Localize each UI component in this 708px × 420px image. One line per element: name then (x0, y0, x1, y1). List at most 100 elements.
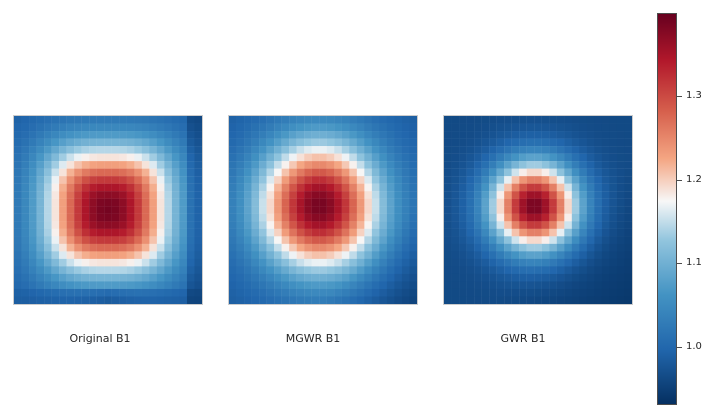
heatmap-cell (96, 266, 105, 275)
heatmap-cell (259, 273, 267, 282)
heatmap-cell (511, 206, 520, 214)
heatmap-cell (36, 191, 45, 199)
heatmap-cell (179, 296, 188, 304)
heatmap-cell (334, 123, 342, 132)
heatmap-cell (296, 243, 305, 252)
heatmap-cell (356, 213, 365, 222)
heatmap-cell (534, 266, 542, 275)
heatmap-cell (89, 168, 97, 177)
heatmap-cell (74, 251, 82, 260)
heatmap-cell (14, 183, 22, 192)
heatmap-cell (371, 183, 380, 192)
heatmap-cell (356, 228, 365, 237)
heatmap-cell (481, 131, 490, 139)
heatmap-cell (229, 221, 237, 229)
panel-title-original-b1: Original B1 (69, 332, 131, 345)
heatmap-cell (171, 288, 180, 297)
heatmap-cell (244, 258, 252, 267)
heatmap-cell (164, 266, 173, 275)
heatmap-cell (89, 191, 97, 199)
heatmap-cell (356, 153, 365, 162)
heatmap-cell (356, 296, 365, 304)
heatmap-cell (274, 281, 282, 290)
heatmap-cell (289, 168, 297, 177)
heatmap-cell (474, 273, 482, 282)
heatmap-cell (459, 191, 467, 199)
heatmap-cell (229, 146, 237, 154)
heatmap-cell (519, 123, 527, 132)
heatmap-cell (194, 198, 202, 207)
heatmap-cell (594, 168, 603, 177)
heatmap-cell (526, 273, 535, 282)
heatmap-cell (141, 138, 150, 147)
heatmap-cell (624, 258, 632, 267)
heatmap-cell (504, 281, 512, 290)
heatmap-cell (496, 221, 505, 229)
heatmap-cell (29, 161, 37, 169)
heatmap-cell (36, 168, 45, 177)
heatmap-cell (274, 138, 282, 147)
heatmap-cell (519, 243, 527, 252)
heatmap-cell (194, 138, 202, 147)
heatmap-cell (236, 206, 245, 214)
heatmap-cell (266, 206, 275, 214)
heatmap-cell (444, 258, 452, 267)
heatmap-cell (371, 116, 380, 124)
heatmap-cell (489, 176, 497, 184)
heatmap-cell (304, 281, 312, 290)
heatmap-cell (281, 138, 290, 147)
heatmap-cell (459, 296, 467, 304)
heatmap-cell (156, 206, 165, 214)
heatmap-cell (186, 221, 195, 229)
heatmap-cell (36, 176, 45, 184)
heatmap-cell (481, 213, 490, 222)
heatmap-cell (134, 176, 142, 184)
heatmap-cell (541, 138, 550, 147)
heatmap-cell (504, 273, 512, 282)
heatmap-cell (74, 213, 82, 222)
heatmap-cell (134, 161, 142, 169)
heatmap-cell (141, 131, 150, 139)
heatmap-cell (526, 281, 535, 290)
heatmap-cell (474, 131, 482, 139)
heatmap-cell (194, 213, 202, 222)
heatmap-cell (371, 273, 380, 282)
heatmap-cell (556, 168, 565, 177)
heatmap-cell (534, 221, 542, 229)
heatmap-cell (616, 176, 625, 184)
heatmap-cell (259, 191, 267, 199)
heatmap-cell (579, 296, 588, 304)
heatmap-cell (334, 161, 342, 169)
heatmap-cell (44, 153, 52, 162)
heatmap-cell (51, 258, 60, 267)
heatmap-cell (526, 138, 535, 147)
heatmap-cell (609, 161, 618, 169)
heatmap-cell (526, 183, 535, 192)
heatmap-cell (274, 146, 282, 154)
heatmap-cell (304, 191, 312, 199)
heatmap-cell (36, 288, 45, 297)
heatmap-cell (349, 251, 357, 260)
heatmap-cell (586, 176, 595, 184)
heatmap-cell (119, 116, 127, 124)
heatmap-cell (311, 191, 320, 199)
heatmap-cell (496, 236, 505, 244)
heatmap-cell (504, 251, 512, 260)
heatmap-cell (601, 191, 610, 199)
heatmap-cell (609, 176, 618, 184)
heatmap-cell (21, 273, 30, 282)
heatmap-cell (526, 198, 535, 207)
heatmap-cell (74, 131, 82, 139)
heatmap-cell (171, 221, 180, 229)
heatmap-cell (259, 138, 267, 147)
heatmap-cell (51, 221, 60, 229)
heatmap-cell (579, 146, 588, 154)
heatmap-cell (451, 123, 460, 132)
heatmap-cell (281, 221, 290, 229)
heatmap-cell (259, 258, 267, 267)
heatmap-cell (519, 131, 527, 139)
heatmap-cell (386, 116, 395, 124)
heatmap-cell (51, 183, 60, 192)
heatmap-cell (504, 161, 512, 169)
heatmap-cell (379, 183, 388, 192)
